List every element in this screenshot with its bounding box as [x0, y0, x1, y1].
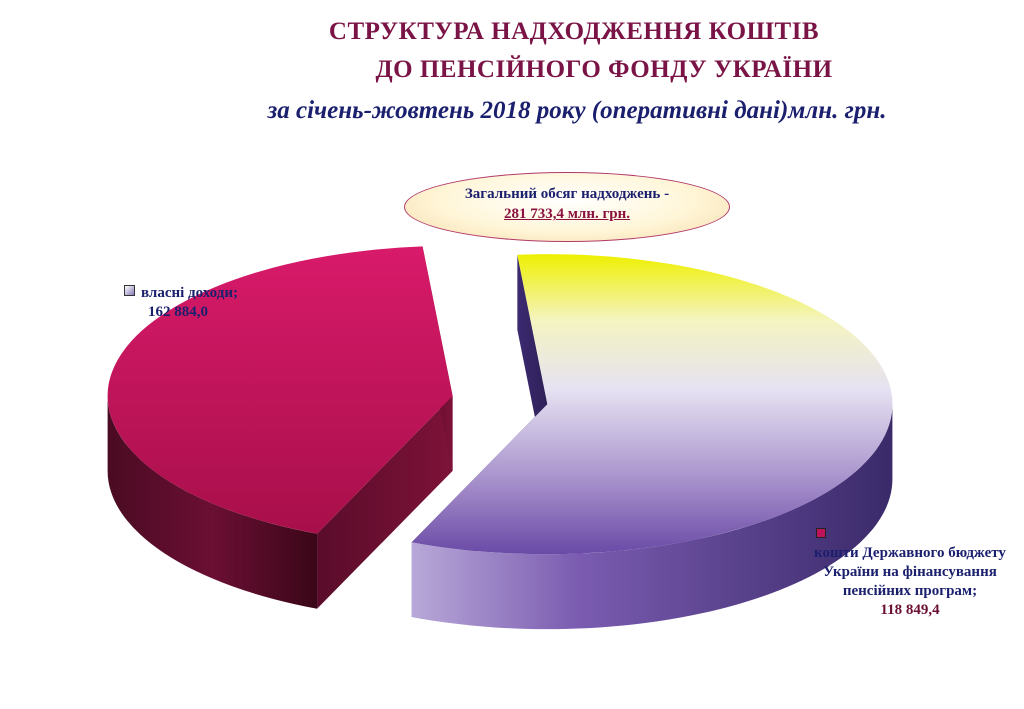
- label-own-income-value: 162 884,0: [148, 304, 208, 320]
- label-state-budget: кошти Державного бюджету України на фіна…: [800, 544, 1020, 620]
- slice-side-own-income-0: [411, 404, 893, 630]
- total-callout: Загальний обсяг надходжень - 281 733,4 м…: [404, 172, 730, 242]
- slice-own-income: [411, 254, 893, 555]
- chart-subtitle: за січень-жовтень 2018 року (оперативні …: [267, 97, 887, 124]
- legend-swatch-own-income: [124, 285, 135, 296]
- label-state-budget-value: 118 849,4: [880, 602, 940, 618]
- label-own-income-text: власні доходи;: [141, 285, 238, 301]
- label-state-budget-text: кошти Державного бюджету України на фіна…: [814, 545, 1006, 599]
- label-own-income: власні доходи; 162 884,0: [124, 284, 238, 322]
- total-label: Загальний обсяг надходжень -: [464, 186, 670, 202]
- slice-face-state-budget-0: [317, 395, 453, 609]
- legend-swatch-state-budget: [816, 528, 826, 538]
- total-value: 281 733,4 млн. грн.: [503, 206, 631, 222]
- slice-side-state-budget-0: [107, 395, 318, 609]
- slice-state-budget: [107, 246, 453, 534]
- chart-title-line1: СТРУКТУРА НАДХОДЖЕННЯ КОШТІВ: [328, 18, 820, 45]
- chart-title-line2: ДО ПЕНСІЙНОГО ФОНДУ УКРАЇНИ: [375, 56, 833, 83]
